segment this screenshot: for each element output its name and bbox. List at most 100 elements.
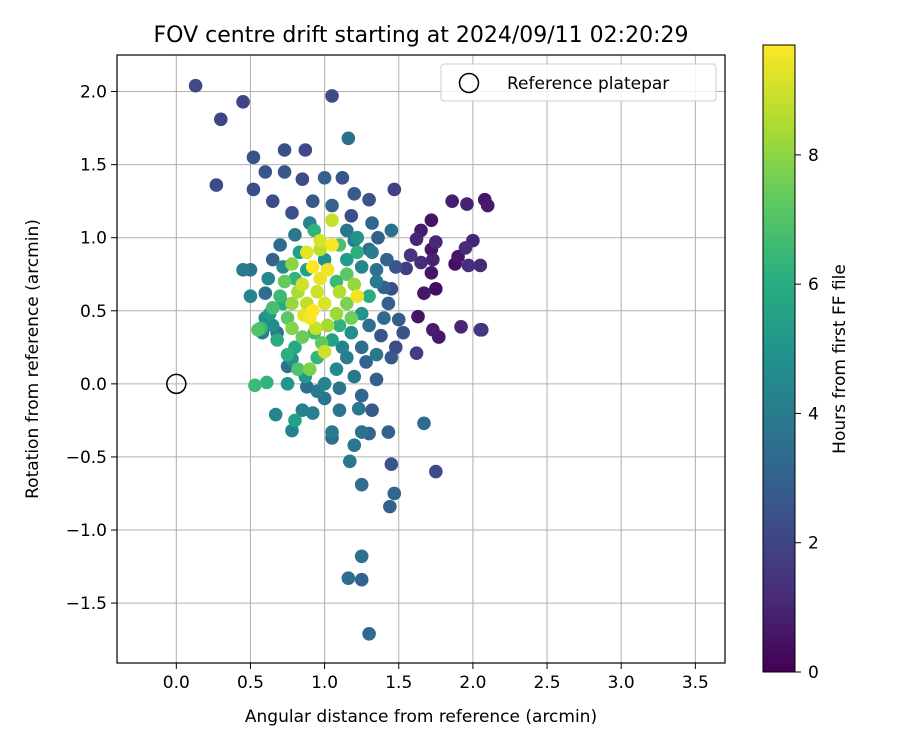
data-point [280, 347, 295, 362]
data-point [354, 388, 369, 403]
data-point [409, 346, 424, 360]
data-point [320, 318, 335, 333]
legend-box [440, 63, 717, 102]
data-point [332, 318, 347, 333]
data-point [188, 78, 203, 93]
data-point [305, 260, 320, 274]
data-point [317, 344, 332, 359]
data-point [396, 325, 411, 340]
y-tick-label: −1.0 [66, 521, 107, 541]
data-point [365, 216, 379, 230]
data-point [273, 289, 287, 303]
data-point [310, 284, 324, 299]
data-point [354, 340, 369, 355]
data-point [383, 499, 397, 514]
data-point [347, 369, 362, 384]
colorbar-tick-label: 0 [808, 663, 819, 683]
data-point [347, 187, 362, 201]
data-point [417, 286, 431, 301]
data-point [335, 170, 350, 185]
data-point [325, 333, 339, 347]
data-point [458, 241, 473, 255]
legend: Reference platepar [440, 63, 717, 102]
data-point [325, 213, 339, 227]
reference-marker [166, 373, 187, 395]
data-point [243, 289, 258, 303]
data-point [329, 306, 344, 321]
x-tick-label: 2.5 [534, 673, 561, 693]
chart-title: FOV centre drift starting at 2024/09/11 … [154, 23, 689, 48]
y-tick-label: 2.0 [80, 83, 107, 103]
data-point [350, 230, 365, 245]
data-point [209, 178, 224, 192]
plot-frame [116, 54, 726, 664]
data-point [380, 252, 394, 267]
data-point [426, 322, 440, 337]
data-point [270, 333, 284, 347]
data-point [291, 362, 305, 377]
y-tick-label: 1.5 [80, 156, 107, 176]
data-point [317, 377, 332, 391]
x-tick-label: 2.0 [459, 673, 486, 693]
data-point [332, 381, 347, 396]
data-point [424, 213, 439, 227]
data-point [384, 350, 399, 365]
data-point [258, 286, 273, 301]
data-point [305, 406, 320, 420]
data-point [273, 238, 287, 252]
data-point [341, 131, 356, 146]
data-point [473, 322, 488, 337]
data-point [214, 112, 228, 127]
data-point [332, 284, 347, 299]
x-axis-ticks: 0.0 0.5 1.0 1.5 2.0 2.5 3.0 3.5 [163, 663, 709, 693]
y-tick-label: 0.5 [80, 302, 107, 322]
y-tick-label: 0.0 [80, 375, 107, 395]
data-point [320, 263, 335, 277]
colorbar [762, 44, 796, 673]
data-point [344, 208, 359, 223]
data-point [325, 238, 339, 252]
reference-platepar-point [166, 373, 187, 395]
data-point [280, 377, 295, 391]
data-point [426, 252, 440, 267]
data-point [308, 321, 323, 336]
data-point [307, 223, 322, 238]
data-point [305, 303, 320, 318]
data-point [381, 296, 396, 311]
data-point [300, 379, 314, 394]
data-point [317, 296, 332, 311]
data-point [362, 626, 376, 641]
data-point [329, 274, 344, 289]
data-point [344, 311, 359, 325]
data-point [236, 94, 250, 109]
data-point [295, 403, 310, 417]
data-point [332, 403, 347, 417]
data-point [429, 235, 443, 249]
data-point [259, 375, 274, 390]
y-axis-label: Rotation from reference (arcmin) [23, 219, 43, 499]
data-point [295, 172, 310, 187]
data-point [414, 255, 428, 270]
x-tick-label: 0.0 [163, 673, 190, 693]
data-point [347, 438, 362, 453]
data-point [411, 309, 425, 324]
data-point [277, 143, 292, 157]
colorbar-ticks: 0 2 4 6 8 [795, 146, 819, 683]
data-point [340, 350, 354, 365]
data-point [354, 306, 369, 321]
data-point [300, 245, 314, 260]
data-point [288, 227, 302, 242]
x-tick-label: 1.5 [385, 673, 412, 693]
data-point [480, 198, 495, 213]
data-point [381, 425, 396, 439]
data-point [325, 89, 339, 103]
data-point [265, 301, 280, 315]
data-point [409, 232, 424, 246]
data-point [354, 477, 369, 492]
x-tick-label: 1.0 [311, 673, 338, 693]
data-point [384, 223, 399, 238]
data-point [387, 182, 402, 197]
data-points [188, 78, 495, 641]
data-point [325, 198, 339, 213]
